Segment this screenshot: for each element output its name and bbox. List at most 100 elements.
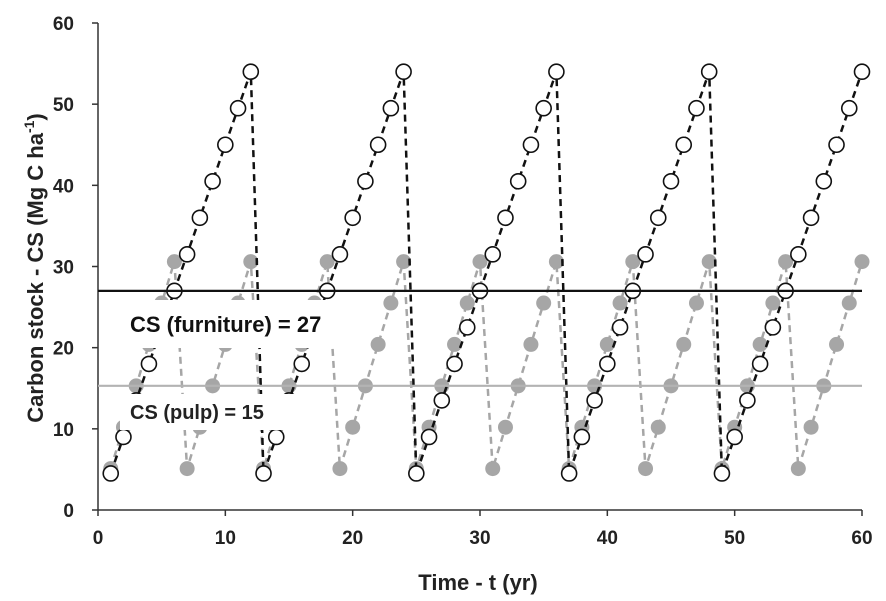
furniture-point	[535, 99, 552, 117]
furniture-point	[242, 63, 260, 80]
furniture-point	[267, 428, 285, 446]
furniture-point	[293, 355, 311, 373]
furniture-point	[751, 355, 769, 373]
furniture-point	[713, 465, 731, 482]
y-tick-label: 40	[53, 176, 74, 197]
furniture-point	[369, 136, 387, 154]
furniture-point	[204, 172, 221, 190]
furniture-point	[357, 172, 374, 190]
y-axis-title-superscript: -1	[21, 120, 37, 133]
x-tick-label: 30	[469, 528, 490, 549]
x-tick-label: 0	[93, 528, 104, 549]
pulp-point	[243, 254, 259, 270]
furniture-point	[331, 246, 349, 263]
furniture-point	[484, 246, 502, 263]
furniture-point	[217, 136, 234, 154]
pulp-point	[599, 336, 615, 352]
pulp-point	[447, 336, 463, 352]
furniture-point	[815, 172, 833, 190]
furniture-point	[509, 172, 527, 190]
furniture-point	[548, 63, 565, 80]
x-tick-label: 60	[851, 528, 872, 549]
furniture-point	[395, 63, 412, 80]
furniture-point	[649, 209, 667, 227]
furniture-point	[178, 246, 196, 263]
x-tick-label: 50	[724, 528, 745, 549]
furniture-point	[790, 246, 807, 263]
reference-lines: CS (furniture) = 27 CS (pulp) = 15	[98, 289, 862, 430]
axes	[92, 22, 863, 516]
furniture-point	[688, 99, 705, 117]
pulp-point	[841, 295, 857, 311]
pulp-point	[625, 254, 641, 270]
pulp-point	[701, 254, 717, 270]
furniture-point	[408, 465, 425, 482]
pulp-point	[650, 419, 666, 435]
pulp-point	[829, 336, 845, 352]
furniture-point	[599, 355, 616, 373]
furniture-point	[675, 136, 693, 154]
furniture-point	[433, 392, 451, 409]
furniture-point	[828, 136, 845, 154]
pulp-point	[497, 419, 513, 435]
y-tick-label: 30	[53, 258, 74, 279]
furniture-point	[344, 209, 361, 227]
pulp-point	[765, 295, 781, 311]
furniture-point	[560, 465, 578, 482]
furniture-point	[637, 246, 654, 263]
tick-labels: 0 10 20 30 40 50 60 0 10 20 30 40 50 60	[53, 14, 873, 549]
pulp-point	[179, 461, 195, 477]
pulp-point	[638, 461, 654, 477]
pulp-point	[485, 461, 501, 477]
pulp-point	[370, 336, 386, 352]
furniture-point	[739, 392, 756, 409]
pulp-point	[790, 461, 806, 477]
y-tick-label: 50	[53, 95, 74, 116]
x-tick-label: 40	[597, 528, 618, 549]
pulp-point	[548, 254, 564, 270]
furniture-point	[573, 428, 591, 446]
pulp-label: CS (pulp) = 15	[130, 402, 264, 424]
y-tick-label: 0	[63, 501, 74, 522]
y-axis-title: Carbon stock - CS (Mg C ha-1)	[21, 113, 48, 422]
furniture-point	[102, 465, 120, 482]
y-tick-label: 60	[53, 14, 74, 35]
pulp-point	[854, 254, 870, 270]
furniture-point	[726, 428, 743, 446]
pulp-label-background	[120, 394, 306, 430]
furniture-label-background	[120, 300, 368, 348]
x-tick-label: 20	[342, 528, 363, 549]
furniture-point	[229, 99, 247, 117]
furniture-point	[764, 319, 782, 336]
furniture-point	[458, 319, 476, 336]
pulp-point	[459, 295, 475, 311]
pulp-point	[752, 336, 768, 352]
y-axis-title-tail: )	[23, 113, 48, 120]
furniture-point	[382, 99, 400, 117]
furniture-point	[497, 209, 514, 227]
pulp-point	[345, 419, 361, 435]
pulp-point	[536, 295, 552, 311]
pulp-point	[688, 295, 704, 311]
furniture-point	[255, 465, 272, 482]
furniture-point	[115, 428, 132, 446]
furniture-point	[853, 63, 871, 80]
pulp-point	[166, 254, 182, 270]
furniture-point	[586, 392, 603, 409]
furniture-point	[191, 209, 209, 227]
pulp-point	[396, 254, 412, 270]
furniture-point	[840, 99, 858, 117]
pulp-point	[803, 419, 819, 435]
pulp-point	[472, 254, 488, 270]
y-tick-label: 20	[53, 339, 74, 360]
y-axis-title-main: Carbon stock - CS (Mg C ha	[23, 132, 48, 422]
furniture-point	[802, 209, 820, 227]
pulp-point	[383, 295, 399, 311]
furniture-point	[420, 428, 438, 446]
furniture-point	[140, 355, 158, 373]
furniture-point	[446, 355, 463, 373]
pulp-point	[778, 254, 794, 270]
furniture-point	[522, 136, 540, 154]
